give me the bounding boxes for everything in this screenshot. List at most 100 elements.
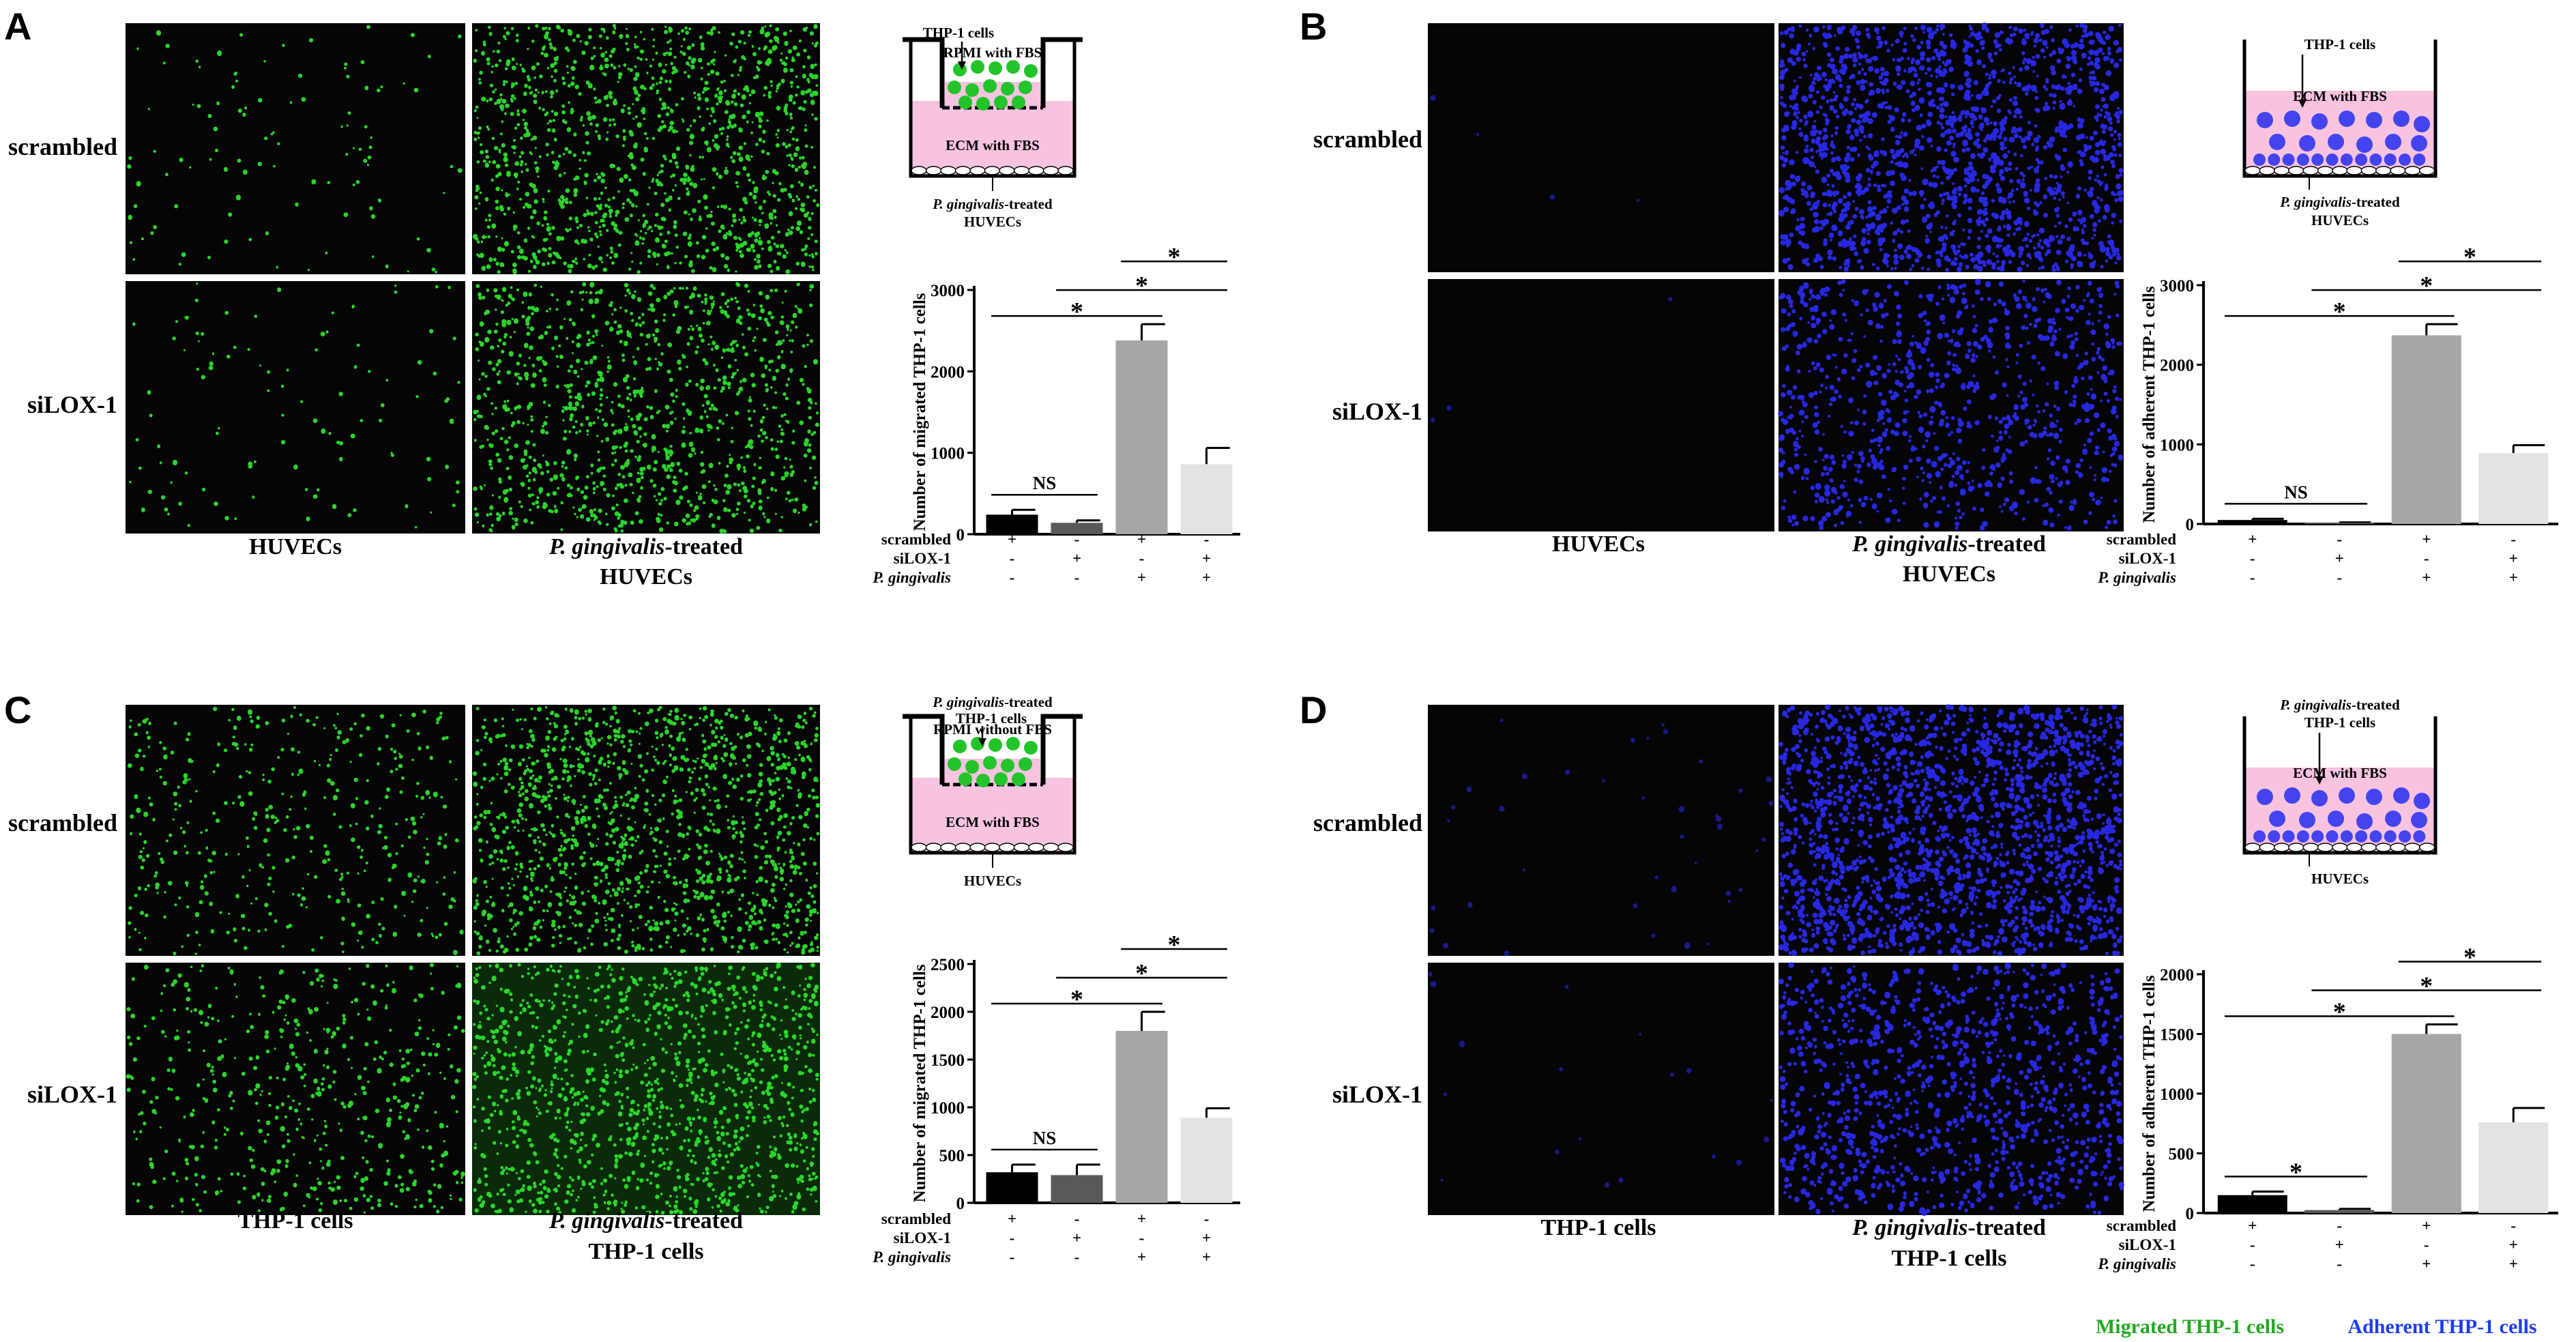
micrograph-cells [472,705,821,956]
micrograph-cells [473,23,820,275]
micrograph-scrambled-treated [1779,22,2124,273]
bar [2217,1195,2287,1213]
thp1-cell [971,60,984,74]
schematic-top-label: P. gingivalis-treated [932,694,1053,710]
column-label-treated-rest: -treated [664,534,743,559]
insert-left-wall [903,37,945,108]
thp1-cell-adherent [2399,154,2411,166]
huvec-cell [2390,843,2406,852]
y-tick-label: 500 [2169,1146,2195,1164]
micrograph-background [1428,705,1774,956]
column-label-control: THP-1 cells [1540,1215,1656,1240]
thp1-cell [2385,811,2401,827]
condition-sign: + [1202,550,1211,567]
huvec-cell [1042,843,1059,852]
bar [1180,1118,1233,1203]
huvec-cell [2375,166,2392,175]
thp1-cell [2257,789,2273,805]
condition-sign: + [1072,550,1081,567]
column-label-control: HUVECs [1552,531,1645,557]
condition-row-label: siLOX-1 [2119,1236,2176,1253]
micrograph-silox-1-treated [1778,962,2124,1216]
y-tick-label: 2000 [2160,357,2194,375]
condition-sign: - [2424,550,2429,567]
thp1-cell [2284,787,2300,804]
thp1-cell [1019,757,1032,771]
huvec-cell [2346,166,2362,175]
panel-letter: A [4,5,31,48]
condition-sign: + [2335,1236,2344,1253]
thp1-cell [2366,112,2382,128]
schematic-bottom-label-italic: P. gingivalis [932,196,1004,212]
schematic-medium-label: ECM with FBS [2293,88,2387,104]
condition-row-label: scrambled [2107,531,2176,548]
condition-sign: - [1074,1249,1080,1266]
bar [2304,1210,2375,1213]
schematic-top-label-line2: THP-1 cells [2304,714,2375,731]
y-tick-label: 0 [956,526,965,544]
thp1-cell [1012,772,1025,786]
thp1-cell [2328,811,2344,827]
y-axis-label: Number of adherent THP-1 cells [2140,286,2158,523]
row-label-scrambled: scrambled [1313,809,1422,836]
micrograph-scrambled-control [126,23,465,274]
significance-label: * [1168,931,1181,959]
well-medium [911,778,1074,853]
schematic-arrow-head [2315,776,2324,785]
condition-sign: - [1010,1249,1015,1266]
condition-sign: + [1202,1229,1211,1246]
thp1-cell [989,61,1002,75]
thp1-cell [1024,64,1038,78]
condition-sign: + [2509,1236,2518,1253]
condition-row-label: siLOX-1 [2119,550,2176,567]
huvec-cell [984,843,1001,852]
condition-sign: - [2424,1236,2429,1253]
condition-row-label: P. gingivalis [2097,569,2176,586]
huvec-cell [940,843,956,852]
thp1-cell-adherent [2340,830,2353,843]
thp1-cell [2414,793,2430,809]
schematic-bottom-label: P. gingivalis-treated [2279,194,2400,210]
y-tick-label: 2000 [931,1004,965,1022]
thp1-cell [983,756,997,770]
insert-left-wall [903,714,945,785]
thp1-cell [2299,812,2315,828]
micrograph-grid [126,23,820,534]
condition-sign: + [2422,1217,2431,1234]
column-label-treated-italic: P. gingivalis [548,534,664,559]
condition-sign: - [1074,1210,1080,1227]
micrograph-silox-1-treated [472,962,820,1215]
schematic-lower-medium-label: ECM with FBS [946,814,1040,830]
significance-label: * [1135,272,1148,300]
bar [1180,464,1233,534]
bar [2304,523,2375,524]
thp1-cell [958,772,972,786]
schematic-bottom-label: HUVECs [2311,871,2369,887]
assay-schematic: ECM with FBS THP-1 cells P. gingivalis-tre… [2242,36,2438,229]
condition-sign: + [1008,1210,1016,1227]
micrograph-cells [126,963,465,1214]
schematic-medium-label: ECM with FBS [2293,765,2387,781]
condition-sign: - [2250,1255,2255,1272]
huvec-cell [2418,843,2435,852]
significance-label: NS [1033,1128,1057,1148]
significance-label: * [1070,297,1083,326]
huvec-cell [999,166,1015,175]
column-label-control: THP-1 cells [237,1208,353,1234]
schematic-bottom-label: HUVECs [964,873,1021,889]
huvec-cell [2332,843,2348,852]
condition-sign: - [1204,1210,1210,1227]
thp1-cell [2393,111,2410,127]
column-label-treated-italic: P. gingivalis [548,1208,664,1234]
condition-sign: + [1137,531,1146,548]
condition-row-label: scrambled [881,531,951,548]
thp1-cell [1012,96,1025,109]
y-tick-label: 500 [939,1147,965,1165]
condition-sign: - [1204,531,1210,548]
huvec-cell [2317,843,2334,852]
bar [2217,520,2287,524]
column-label-treated-line2: THP-1 cells [588,1239,703,1264]
schematic-lower-medium-label: ECM with FBS [946,137,1040,154]
